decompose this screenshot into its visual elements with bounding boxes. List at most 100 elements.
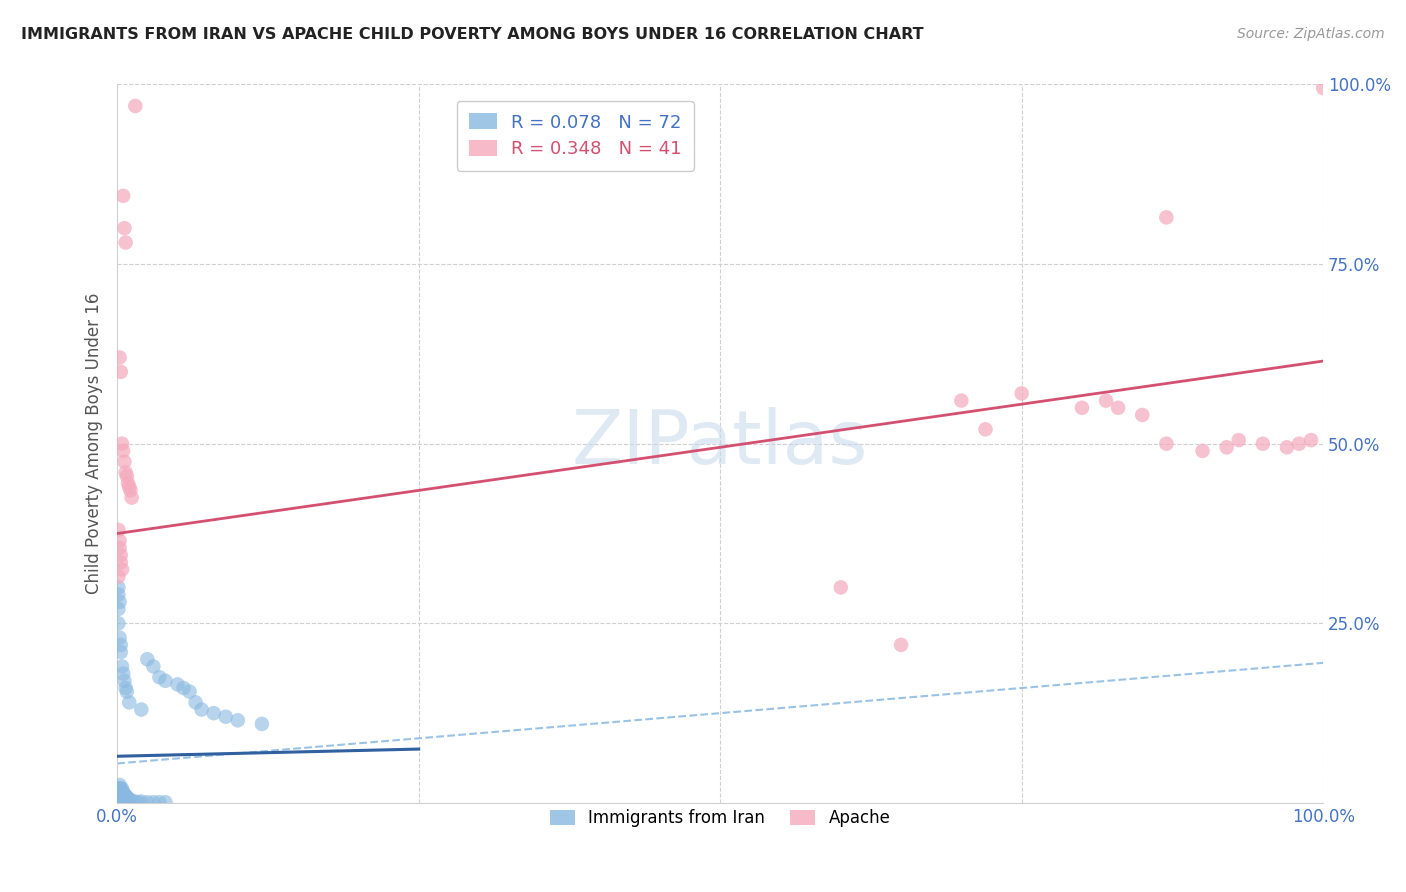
- Point: [107, 796, 129, 810]
- Point: [1011, 386, 1033, 401]
- Point: [108, 781, 131, 796]
- Point: [112, 221, 135, 235]
- Point: [107, 588, 129, 602]
- Point: [142, 795, 165, 809]
- Point: [110, 794, 132, 808]
- Point: [1095, 393, 1118, 408]
- Point: [110, 781, 132, 796]
- Point: [110, 638, 132, 652]
- Point: [1288, 436, 1310, 450]
- Point: [166, 677, 188, 691]
- Point: [114, 466, 136, 480]
- Point: [108, 796, 131, 810]
- Point: [148, 670, 170, 684]
- Point: [107, 794, 129, 808]
- Point: [1312, 81, 1334, 95]
- Point: [108, 541, 131, 555]
- Point: [226, 714, 249, 728]
- Point: [115, 684, 138, 698]
- Point: [107, 790, 129, 805]
- Point: [108, 795, 131, 809]
- Point: [114, 794, 136, 808]
- Point: [1156, 211, 1178, 225]
- Point: [118, 480, 141, 494]
- Point: [190, 702, 212, 716]
- Point: [108, 351, 131, 365]
- Point: [111, 792, 134, 806]
- Point: [114, 235, 136, 250]
- Point: [108, 785, 131, 799]
- Point: [1251, 436, 1274, 450]
- Point: [107, 523, 129, 537]
- Point: [112, 666, 135, 681]
- Point: [136, 652, 159, 666]
- Point: [107, 569, 129, 583]
- Point: [121, 794, 143, 808]
- Point: [128, 795, 150, 809]
- Point: [107, 581, 129, 595]
- Point: [108, 595, 131, 609]
- Point: [1156, 436, 1178, 450]
- Point: [111, 795, 134, 809]
- Point: [173, 681, 195, 695]
- Point: [121, 491, 143, 505]
- Point: [179, 684, 201, 698]
- Point: [131, 795, 153, 809]
- Point: [110, 555, 132, 569]
- Point: [111, 781, 134, 796]
- Point: [131, 702, 153, 716]
- Point: [112, 673, 135, 688]
- Point: [155, 795, 177, 809]
- Point: [155, 673, 177, 688]
- Point: [112, 795, 135, 809]
- Point: [950, 393, 973, 408]
- Point: [112, 189, 135, 203]
- Point: [1107, 401, 1129, 415]
- Point: [830, 581, 852, 595]
- Text: IMMIGRANTS FROM IRAN VS APACHE CHILD POVERTY AMONG BOYS UNDER 16 CORRELATION CHA: IMMIGRANTS FROM IRAN VS APACHE CHILD POV…: [21, 27, 924, 42]
- Point: [202, 706, 225, 720]
- Point: [111, 659, 134, 673]
- Point: [110, 645, 132, 659]
- Point: [107, 789, 129, 803]
- Point: [1299, 433, 1322, 447]
- Point: [111, 562, 134, 576]
- Point: [114, 789, 136, 803]
- Point: [890, 638, 912, 652]
- Point: [1227, 433, 1250, 447]
- Point: [124, 99, 146, 113]
- Point: [117, 791, 139, 805]
- Point: [108, 778, 131, 792]
- Point: [110, 785, 132, 799]
- Point: [124, 795, 146, 809]
- Point: [107, 785, 129, 799]
- Point: [112, 455, 135, 469]
- Point: [1191, 443, 1213, 458]
- Point: [1130, 408, 1153, 422]
- Point: [112, 443, 135, 458]
- Point: [108, 789, 131, 803]
- Point: [110, 795, 132, 809]
- Point: [111, 436, 134, 450]
- Point: [112, 792, 135, 806]
- Point: [115, 790, 138, 805]
- Point: [111, 789, 134, 803]
- Point: [118, 695, 141, 709]
- Point: [1215, 440, 1237, 454]
- Point: [136, 795, 159, 809]
- Point: [974, 422, 997, 436]
- Point: [107, 792, 129, 806]
- Point: [108, 533, 131, 548]
- Point: [112, 790, 135, 805]
- Point: [118, 792, 141, 806]
- Point: [1071, 401, 1094, 415]
- Point: [1275, 440, 1298, 454]
- Point: [110, 792, 132, 806]
- Legend: Immigrants from Iran, Apache: Immigrants from Iran, Apache: [543, 803, 897, 834]
- Point: [142, 659, 165, 673]
- Point: [112, 788, 135, 802]
- Text: Source: ZipAtlas.com: Source: ZipAtlas.com: [1237, 27, 1385, 41]
- Point: [108, 631, 131, 645]
- Point: [110, 548, 132, 562]
- Point: [110, 789, 132, 803]
